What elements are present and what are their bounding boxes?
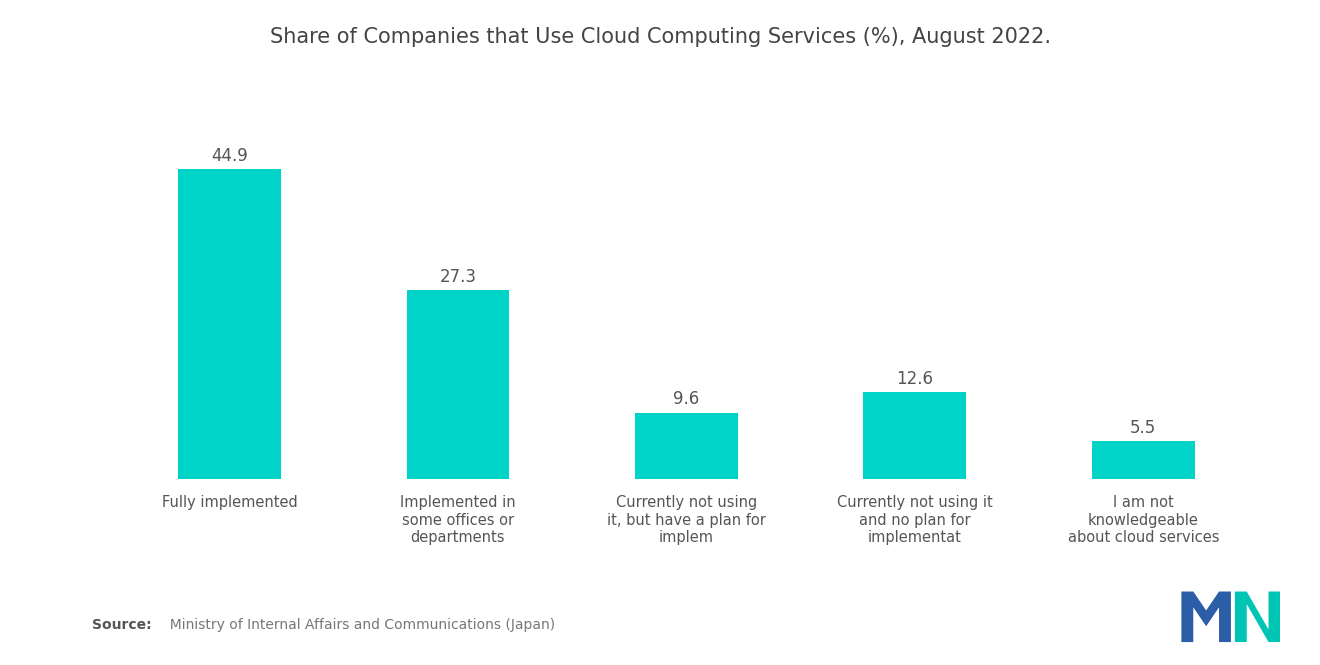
Text: Source:: Source: [92,618,152,632]
Text: 44.9: 44.9 [211,146,248,164]
Bar [407,290,510,479]
Bar [178,169,281,479]
Bar [863,392,966,479]
Polygon shape [1234,592,1280,642]
Text: 5.5: 5.5 [1130,419,1156,437]
Polygon shape [1181,592,1232,642]
Text: 12.6: 12.6 [896,370,933,388]
Text: Share of Companies that Use Cloud Computing Services (%), August 2022.: Share of Companies that Use Cloud Comput… [269,27,1051,47]
Text: 27.3: 27.3 [440,268,477,286]
Bar [635,412,738,479]
Text: Ministry of Internal Affairs and Communications (Japan): Ministry of Internal Affairs and Communi… [161,618,556,632]
Bar [1092,441,1195,479]
Text: 9.6: 9.6 [673,390,700,408]
